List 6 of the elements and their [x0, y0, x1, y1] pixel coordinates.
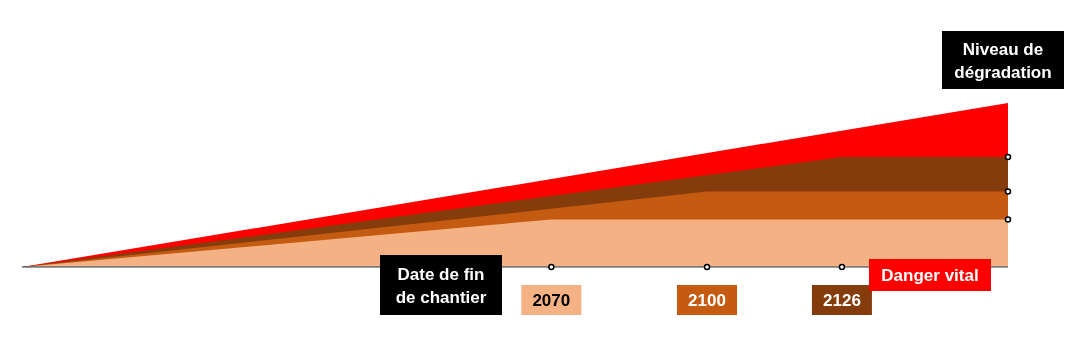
x-tick-label: 2100 — [688, 290, 726, 310]
annotation: Danger vital — [881, 265, 979, 285]
x-axis-title: Date de fin de chantier — [395, 264, 487, 306]
y-axis-title: Niveau de dégradation — [954, 39, 1052, 81]
x-tick-label: 2070 — [532, 290, 571, 310]
x-tick-label: 2126 — [823, 290, 861, 310]
